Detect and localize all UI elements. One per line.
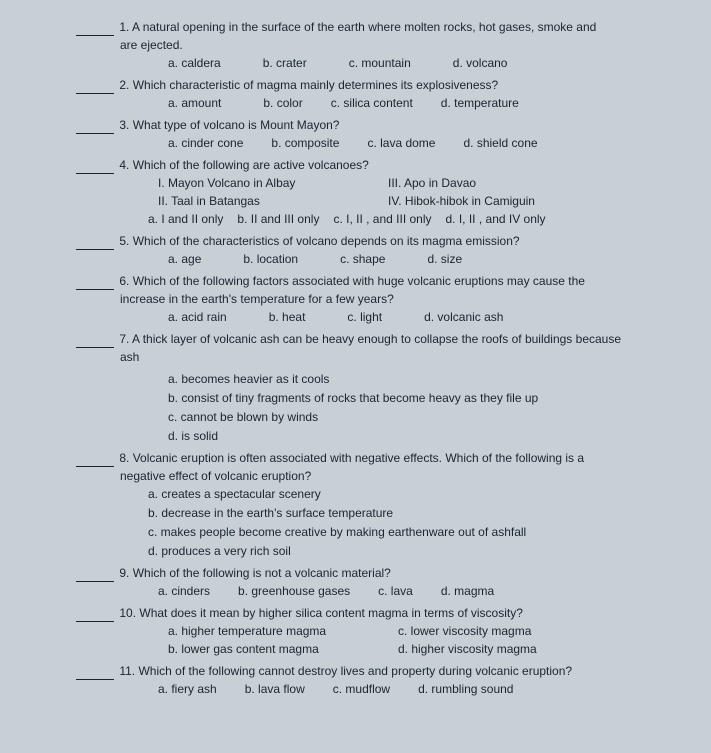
- question-cont: are ejected.: [120, 38, 183, 52]
- option-a: a. I and II only: [148, 210, 223, 228]
- question-text: Which of the characteristics of volcano …: [133, 234, 520, 248]
- question-number: 1.: [119, 20, 129, 34]
- question-text: A natural opening in the surface of the …: [132, 20, 596, 34]
- option-c: c. light: [347, 308, 382, 326]
- option-b: b. composite: [271, 134, 339, 152]
- option-b: b. lower gas content magma: [168, 640, 398, 658]
- question-9: 9. Which of the following is not a volca…: [28, 564, 683, 600]
- answer-blank[interactable]: [76, 249, 114, 250]
- question-1: 1. A natural opening in the surface of t…: [28, 18, 683, 72]
- option-b: b. location: [243, 250, 298, 268]
- question-3: 3. What type of volcano is Mount Mayon? …: [28, 116, 683, 152]
- question-text: Which of the following is not a volcanic…: [133, 566, 391, 580]
- answer-blank[interactable]: [76, 289, 114, 290]
- question-cont: increase in the earth's temperature for …: [120, 292, 394, 306]
- question-number: 8.: [119, 451, 129, 465]
- question-cont: ash: [120, 350, 139, 364]
- question-text: Volcanic eruption is often associated wi…: [133, 451, 584, 465]
- option-b: b. greenhouse gases: [238, 582, 350, 600]
- option-d: d. size: [427, 250, 462, 268]
- question-6: 6. Which of the following factors associ…: [28, 272, 683, 326]
- question-number: 4.: [119, 158, 129, 172]
- question-number: 10.: [119, 606, 136, 620]
- option-b: b. crater: [263, 54, 307, 72]
- option-b: b. consist of tiny fragments of rocks th…: [168, 389, 683, 407]
- option-b: b. color: [263, 94, 302, 112]
- question-8: 8. Volcanic eruption is often associated…: [28, 449, 683, 560]
- question-text: Which of the following cannot destroy li…: [138, 664, 572, 678]
- option-c: c. lower viscosity magma: [398, 622, 531, 640]
- option-a: a. fiery ash: [158, 680, 217, 698]
- answer-blank[interactable]: [76, 347, 114, 348]
- question-number: 5.: [119, 234, 129, 248]
- question-text: A thick layer of volcanic ash can be hea…: [132, 332, 621, 346]
- question-cont: negative effect of volcanic eruption?: [120, 469, 311, 483]
- option-d: d. is solid: [168, 427, 683, 445]
- option-d: d. shield cone: [463, 134, 537, 152]
- question-number: 3.: [119, 118, 129, 132]
- answer-blank[interactable]: [76, 173, 114, 174]
- option-c: c. shape: [340, 250, 385, 268]
- question-number: 2.: [119, 78, 129, 92]
- option-c: c. makes people become creative by makin…: [148, 523, 683, 541]
- option-d: d. I, II , and IV only: [446, 210, 546, 228]
- option-d: d. temperature: [441, 94, 519, 112]
- option-c: c. mountain: [349, 54, 411, 72]
- question-text: Which of the following factors associate…: [133, 274, 585, 288]
- question-11: 11. Which of the following cannot destro…: [28, 662, 683, 698]
- question-number: 11.: [119, 664, 135, 678]
- option-b: b. decrease in the earth's surface tempe…: [148, 504, 683, 522]
- question-4: 4. Which of the following are active vol…: [28, 156, 683, 228]
- question-10: 10. What does it mean by higher silica c…: [28, 604, 683, 658]
- option-d: d. higher viscosity magma: [398, 640, 537, 658]
- option-a: a. age: [168, 250, 201, 268]
- option-c: c. I, II , and III only: [333, 210, 431, 228]
- question-number: 6.: [119, 274, 129, 288]
- answer-blank[interactable]: [76, 466, 114, 467]
- option-d: d. produces a very rich soil: [148, 542, 683, 560]
- question-text: What does it mean by higher silica conte…: [139, 606, 523, 620]
- answer-blank[interactable]: [76, 93, 114, 94]
- question-2: 2. Which characteristic of magma mainly …: [28, 76, 683, 112]
- answer-blank[interactable]: [76, 679, 114, 680]
- question-7: 7. A thick layer of volcanic ash can be …: [28, 330, 683, 445]
- answer-blank[interactable]: [76, 35, 114, 36]
- roman-i: I. Mayon Volcano in Albay: [158, 174, 388, 192]
- option-b: b. lava flow: [245, 680, 305, 698]
- option-a: a. acid rain: [168, 308, 227, 326]
- answer-blank[interactable]: [76, 621, 114, 622]
- option-c: c. cannot be blown by winds: [168, 408, 683, 426]
- option-c: c. lava: [378, 582, 413, 600]
- option-c: c. lava dome: [367, 134, 435, 152]
- option-b: b. II and III only: [237, 210, 319, 228]
- question-text: What type of volcano is Mount Mayon?: [133, 118, 340, 132]
- option-c: c. mudflow: [333, 680, 390, 698]
- option-a: a. caldera: [168, 54, 221, 72]
- option-a: a. amount: [168, 94, 221, 112]
- question-number: 9.: [119, 566, 129, 580]
- option-d: d. volcanic ash: [424, 308, 503, 326]
- option-a: a. higher temperature magma: [168, 622, 398, 640]
- option-a: a. creates a spectacular scenery: [148, 485, 683, 503]
- option-d: d. magma: [441, 582, 494, 600]
- answer-blank[interactable]: [76, 581, 114, 582]
- option-a: a. cinders: [158, 582, 210, 600]
- question-text: Which characteristic of magma mainly det…: [133, 78, 498, 92]
- option-d: d. volcano: [453, 54, 508, 72]
- question-5: 5. Which of the characteristics of volca…: [28, 232, 683, 268]
- option-a: a. cinder cone: [168, 134, 243, 152]
- question-text: Which of the following are active volcan…: [133, 158, 369, 172]
- option-c: c. silica content: [331, 94, 413, 112]
- option-a: a. becomes heavier as it cools: [168, 370, 683, 388]
- question-number: 7.: [119, 332, 129, 346]
- roman-iv: IV. Hibok-hibok in Camiguin: [388, 192, 535, 210]
- option-d: d. rumbling sound: [418, 680, 513, 698]
- answer-blank[interactable]: [76, 133, 114, 134]
- roman-ii: II. Taal in Batangas: [158, 192, 388, 210]
- roman-iii: III. Apo in Davao: [388, 174, 476, 192]
- option-b: b. heat: [269, 308, 306, 326]
